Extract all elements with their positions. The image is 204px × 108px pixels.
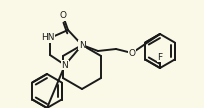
Text: O: O [60, 11, 67, 21]
Text: F: F [157, 52, 163, 61]
Text: HN: HN [41, 33, 55, 43]
Text: N: N [79, 40, 85, 49]
Text: N: N [62, 60, 68, 70]
Text: O: O [129, 48, 135, 57]
